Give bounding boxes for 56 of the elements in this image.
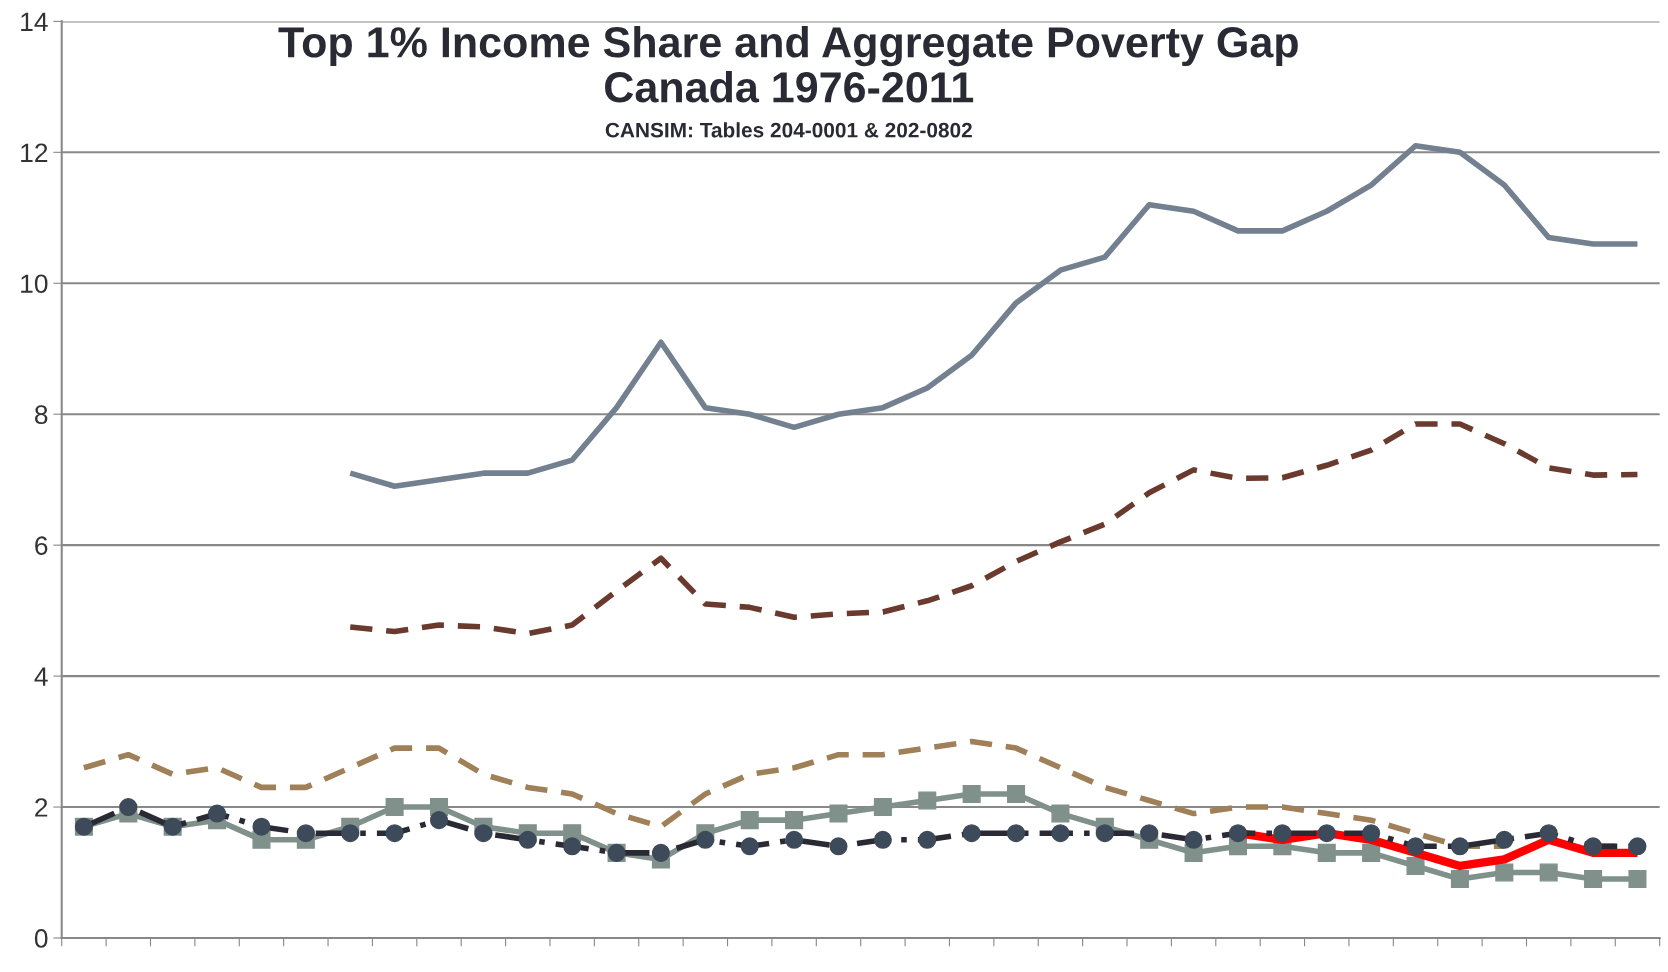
point <box>1273 824 1292 843</box>
point <box>1051 804 1070 823</box>
point <box>119 798 138 817</box>
point <box>1450 837 1469 856</box>
point <box>1095 824 1114 843</box>
point <box>740 811 759 830</box>
point <box>341 824 360 843</box>
point <box>1406 837 1425 856</box>
y-tick-label: 6 <box>35 536 48 555</box>
point <box>385 824 404 843</box>
point <box>1628 870 1647 889</box>
y-tick-label: 14 <box>21 12 48 31</box>
point <box>429 811 449 830</box>
point <box>563 837 582 856</box>
point <box>962 824 981 843</box>
point <box>1450 870 1469 889</box>
point <box>1317 843 1336 862</box>
point <box>785 830 804 849</box>
point <box>651 843 670 862</box>
point <box>1584 870 1603 889</box>
point <box>1362 824 1381 843</box>
point <box>740 837 759 856</box>
point <box>785 811 804 830</box>
y-tick-label: 12 <box>21 143 48 162</box>
point <box>918 830 937 849</box>
point <box>252 817 271 836</box>
y-tick-label: 10 <box>21 274 48 294</box>
text: CANSIM: Tables 204-0001 & 202-0802 <box>605 122 972 138</box>
point <box>1007 784 1026 803</box>
point <box>962 784 981 803</box>
chart-title: Top 1% Income Share and Aggregate Poverty Gap Canada 1976-2011 <box>278 25 1298 103</box>
point <box>1184 830 1203 849</box>
y-tick-label: 0 <box>34 929 48 948</box>
point <box>1362 843 1381 862</box>
point <box>208 804 227 823</box>
point <box>696 830 715 849</box>
y-tick-label: 4 <box>34 667 48 686</box>
point <box>873 798 892 817</box>
point <box>1539 863 1558 882</box>
point <box>1539 824 1558 843</box>
point <box>1495 830 1514 849</box>
point <box>296 824 315 843</box>
point <box>829 837 848 856</box>
point <box>918 791 937 810</box>
point <box>1140 824 1159 843</box>
y-tick-label: 2 <box>35 798 48 817</box>
point <box>385 798 404 817</box>
point <box>1406 856 1425 875</box>
point <box>1495 863 1514 882</box>
point <box>1007 824 1026 843</box>
y-tick-label: 8 <box>34 405 48 425</box>
point <box>873 830 892 849</box>
point <box>474 824 493 843</box>
point <box>829 804 848 823</box>
point <box>1051 824 1070 843</box>
point <box>518 830 537 849</box>
